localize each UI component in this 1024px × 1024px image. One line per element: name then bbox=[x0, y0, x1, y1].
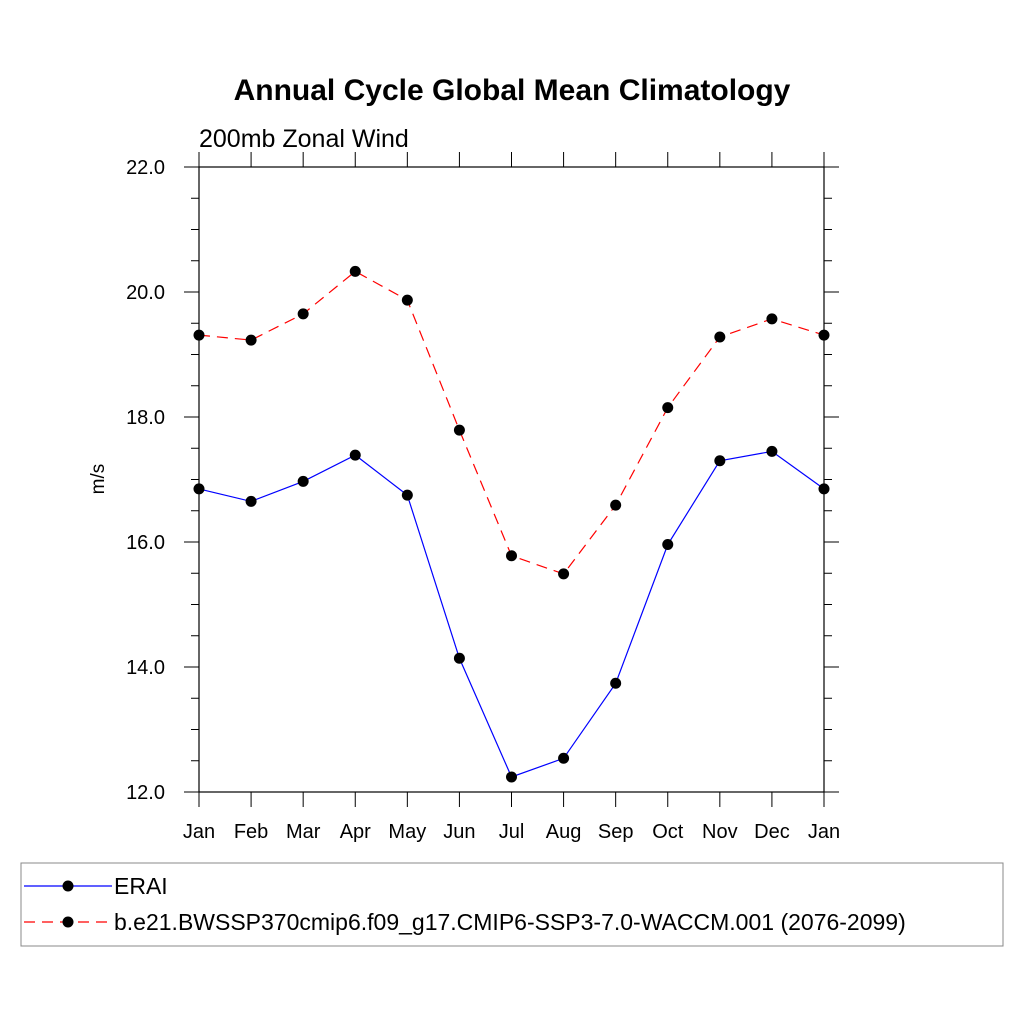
series-2-point bbox=[662, 402, 674, 414]
series-2-point bbox=[558, 568, 570, 580]
series-2-point bbox=[506, 550, 517, 562]
y-tick-label: 14.0 bbox=[126, 657, 165, 679]
y-tick-label: 18.0 bbox=[126, 407, 165, 429]
y-tick-label: 20.0 bbox=[126, 282, 165, 304]
y-tick-label: 12.0 bbox=[126, 782, 165, 804]
x-tick-label: May bbox=[388, 821, 426, 843]
series-layer bbox=[193, 265, 830, 783]
series-1-point bbox=[245, 495, 257, 507]
series-1-point bbox=[297, 475, 309, 487]
y-tick-label: 16.0 bbox=[126, 532, 165, 554]
x-tick-label: Mar bbox=[286, 821, 321, 843]
series-1-point bbox=[401, 489, 413, 501]
series-2-point bbox=[245, 334, 257, 346]
series-2-point bbox=[401, 294, 413, 306]
plot-frame bbox=[198, 166, 825, 793]
y-axis-label: m/s bbox=[88, 464, 109, 495]
series-2-point bbox=[714, 331, 726, 343]
series-1-point bbox=[506, 771, 517, 783]
legend-marker-2 bbox=[62, 916, 74, 928]
x-tick-label: Oct bbox=[652, 821, 684, 843]
y-tick-label: 22.0 bbox=[126, 157, 165, 179]
series-2-point bbox=[297, 308, 309, 320]
legend-label-2: b.e21.BWSSP370cmip6.f09_g17.CMIP6-SSP3-7… bbox=[114, 909, 906, 935]
legend-label-1: ERAI bbox=[114, 873, 168, 899]
x-tick-label: Jul bbox=[499, 821, 525, 843]
series-2-point bbox=[610, 499, 622, 511]
series-1-point bbox=[714, 455, 726, 467]
series-line-1 bbox=[198, 450, 825, 778]
x-tick-label: Jan bbox=[183, 821, 215, 843]
x-tick-label: Feb bbox=[234, 821, 268, 843]
chart-title: Annual Cycle Global Mean Climatology bbox=[234, 74, 791, 107]
series-1-point bbox=[558, 752, 570, 764]
legend: ERAI b.e21.BWSSP370cmip6.f09_g17.CMIP6-SS… bbox=[20, 862, 1004, 947]
x-tick-label: Apr bbox=[340, 821, 371, 843]
series-1-point bbox=[349, 449, 361, 461]
series-2-point bbox=[349, 265, 361, 277]
series-1-point bbox=[662, 539, 674, 550]
x-tick-label: Jan bbox=[808, 821, 840, 843]
y-tick-labels: 12.0 14.0 16.0 18.0 20.0 22.0 bbox=[126, 157, 165, 804]
series-2-point bbox=[453, 424, 465, 436]
series-2-point bbox=[766, 313, 778, 325]
legend-marker-1 bbox=[62, 880, 74, 892]
x-tick-label: Dec bbox=[754, 821, 790, 843]
x-tick-labels: Jan Feb Mar Apr May Jun Jul Aug Sep Oct Nov Dec Jan bbox=[183, 821, 840, 843]
x-tick-label: Nov bbox=[702, 821, 738, 843]
series-1-point bbox=[453, 652, 465, 664]
series-1-point bbox=[610, 677, 622, 689]
series-line-2 bbox=[198, 270, 825, 575]
chart-subtitle: 200mb Zonal Wind bbox=[199, 125, 409, 153]
x-tick-label: Sep bbox=[598, 821, 634, 843]
legend-box bbox=[20, 862, 1004, 947]
x-tick-label: Jun bbox=[443, 821, 475, 843]
x-tick-label: Aug bbox=[546, 821, 582, 843]
series-1-point bbox=[766, 445, 778, 457]
axis-ticks bbox=[184, 152, 839, 807]
